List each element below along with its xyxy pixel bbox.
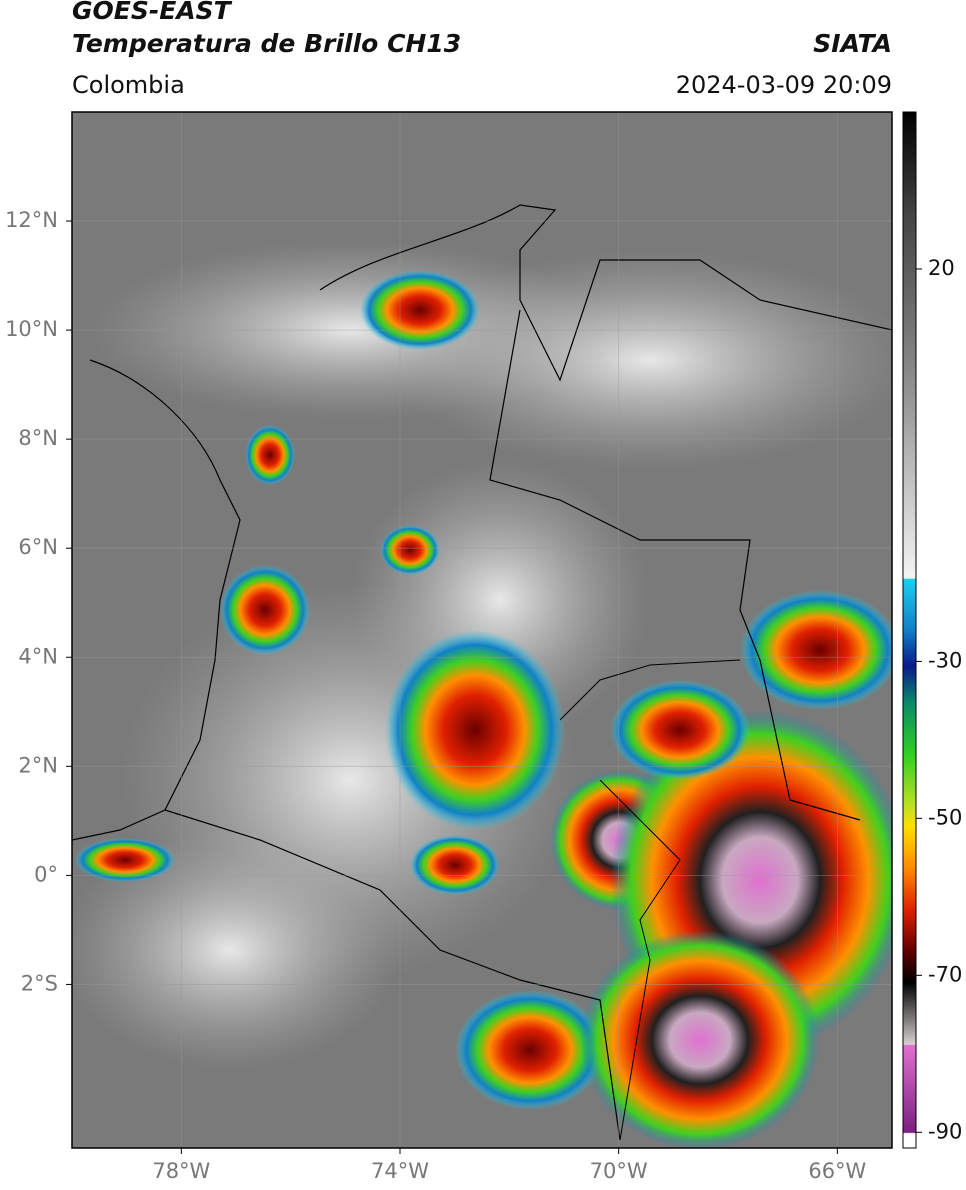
lat-tick-label: 12°N: [5, 208, 58, 232]
region: Colombia: [72, 71, 185, 99]
lon-tick-label: 66°W: [808, 1159, 866, 1183]
lat-tick-label: 2°N: [18, 753, 58, 777]
grid: [72, 112, 892, 1148]
lon-tick-label: 70°W: [590, 1159, 648, 1183]
title: GOES-EAST: [72, 0, 233, 25]
datetime: 2024-03-09 20:09: [676, 71, 892, 99]
lat-tick-label: 2°S: [21, 971, 58, 995]
lat-tick-label: 6°N: [18, 535, 58, 559]
title: Temperatura de Brillo CH13: [72, 29, 461, 58]
lat-tick-label: 10°N: [5, 317, 58, 341]
colorbar-tick-label: -90: [928, 1119, 962, 1143]
satellite-image: [72, 112, 892, 1148]
lat-tick-label: 8°N: [18, 426, 58, 450]
source: SIATA: [813, 29, 892, 58]
colorbar: [902, 111, 917, 1149]
lat-tick-label: 0°: [34, 862, 58, 886]
lon-tick-label: 74°W: [371, 1159, 429, 1183]
colorbar-tick-label: -30: [928, 648, 962, 672]
lat-tick-label: 4°N: [18, 644, 58, 668]
colorbar-tick-label: -50: [928, 805, 962, 829]
lon-tick-label: 78°W: [152, 1159, 210, 1183]
colorbar-tick-label: 20: [928, 256, 955, 280]
colorbar-tick-label: -70: [928, 962, 962, 986]
map-frame: [71, 111, 893, 1149]
